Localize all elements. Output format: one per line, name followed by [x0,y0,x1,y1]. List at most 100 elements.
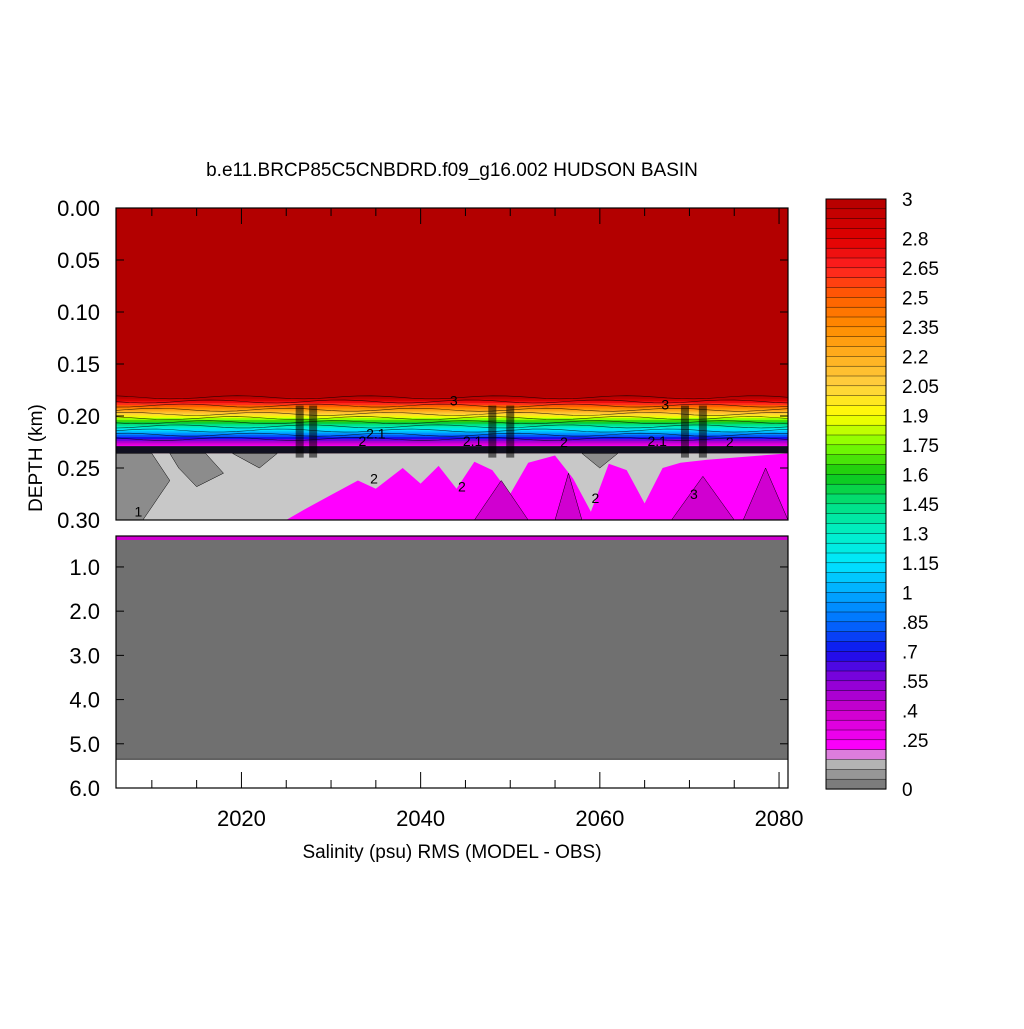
deep-field [116,536,788,760]
colorbar-swatch [825,719,887,731]
contour-line [116,432,788,437]
x-tick-label: 2080 [755,806,804,831]
colorbar-swatch [825,326,887,338]
y-tick-label: 0.30 [57,508,100,533]
colorbar-label: 0 [902,780,913,801]
value-band [116,427,788,431]
magenta-core [474,480,529,520]
value-band [116,425,788,429]
colorbar-label: 1.15 [902,554,939,575]
colorbar-swatch [825,562,887,574]
contour-label: 3 [690,486,698,502]
y-tick-label: 0.20 [57,404,100,429]
label-cluster [698,405,707,458]
colorbar-swatch [825,670,887,682]
colorbar-swatch [825,582,887,593]
colorbar-swatch [825,375,887,387]
contour-line [116,403,788,408]
upper-panel: 0.000.050.100.150.200.250.303 32.12 2.1 2 2.… [57,196,789,556]
surface-strip [116,536,788,540]
colorbar: 3 2.8 2.65 2.5 2.35 2.2 2.05 1.9 1.75 1.6 1.45 1.3 1… [825,190,939,801]
contour-label: 3 [450,392,458,408]
value-band [116,401,788,404]
value-band [116,437,788,440]
colorbar-swatch [825,247,887,259]
colorbar-label: 2.05 [902,377,939,398]
colorbar-swatch [825,287,887,298]
value-band [116,410,788,414]
colorbar-label: 2.5 [902,288,928,309]
grey-region [169,453,224,488]
colorbar-swatch [825,729,887,741]
y-tick-label: 0.00 [57,196,100,221]
colorbar-label: .55 [902,672,928,693]
colorbar-swatch [825,444,887,456]
value-band [116,421,788,425]
value-band [116,416,788,419]
colorbar-swatch [825,464,887,475]
colorbar-swatch [825,601,887,613]
contour-label: 2 [591,490,599,506]
label-cluster [295,405,304,458]
lower-panel-frame [115,535,789,789]
colorbar-swatch [825,700,887,711]
grey-region [116,453,171,520]
y-tick-label: 1.0 [69,555,100,580]
value-band [116,431,788,434]
colorbar-label: 2.65 [902,259,939,280]
colorbar-swatch [825,228,887,239]
boundary-band [116,446,788,454]
colorbar-swatch [825,592,887,603]
colorbar-swatch [825,769,887,780]
colorbar-frame [825,198,887,790]
colorbar-swatch [825,346,887,357]
colorbar-label: 2.2 [902,347,928,368]
colorbar-label: 1 [902,583,913,604]
colorbar-swatch [825,503,887,515]
colorbar-label: 1.6 [902,465,928,486]
magenta-core [554,472,583,520]
colorbar-swatch [825,267,887,279]
magenta-core [742,467,788,520]
colorbar-swatch [825,385,887,397]
colorbar-swatch [825,474,887,485]
contour-label: 2 [458,479,466,495]
colorbar-swatch [825,208,887,220]
value-band [116,418,788,421]
colorbar-swatch [825,434,887,446]
colorbar-label: 1.9 [902,406,928,427]
y-tick-label: 0.05 [57,248,100,273]
colorbar-swatch [825,277,887,289]
colorbar-label: .7 [902,642,918,663]
y-tick-label: 5.0 [69,732,100,757]
colorbar-swatch [825,198,887,210]
colorbar-label: 1.45 [902,495,939,516]
value-band [116,406,788,410]
colorbar-swatch [825,660,887,672]
value-band [116,438,788,442]
colorbar-swatch [825,218,887,230]
colorbar-label: 2.8 [902,229,928,250]
x-tick-label: 2060 [575,806,624,831]
chart-title: b.e11.BRCP85C5CNBDRD.f09_g16.002 HUDSON … [206,160,698,181]
colorbar-swatch [825,336,887,348]
colorbar-swatch [825,493,887,505]
colorbar-swatch [825,454,887,466]
label-cluster [506,405,515,458]
colorbar-label: 3 [902,190,913,211]
y-axis-title: DEPTH (km) [26,404,47,512]
colorbar-swatch [825,424,887,436]
upper-panel-fill [116,208,788,520]
colorbar-swatch [825,778,887,790]
colorbar-swatch [825,710,887,721]
colorbar-swatch [825,483,887,495]
contour-line [116,412,788,416]
colorbar-swatch [825,405,887,416]
label-cluster [488,405,497,458]
colorbar-swatch [825,651,887,662]
y-tick-label: 6.0 [69,776,100,801]
colorbar-swatch [825,552,887,564]
colorbar-label: 1.3 [902,524,928,545]
